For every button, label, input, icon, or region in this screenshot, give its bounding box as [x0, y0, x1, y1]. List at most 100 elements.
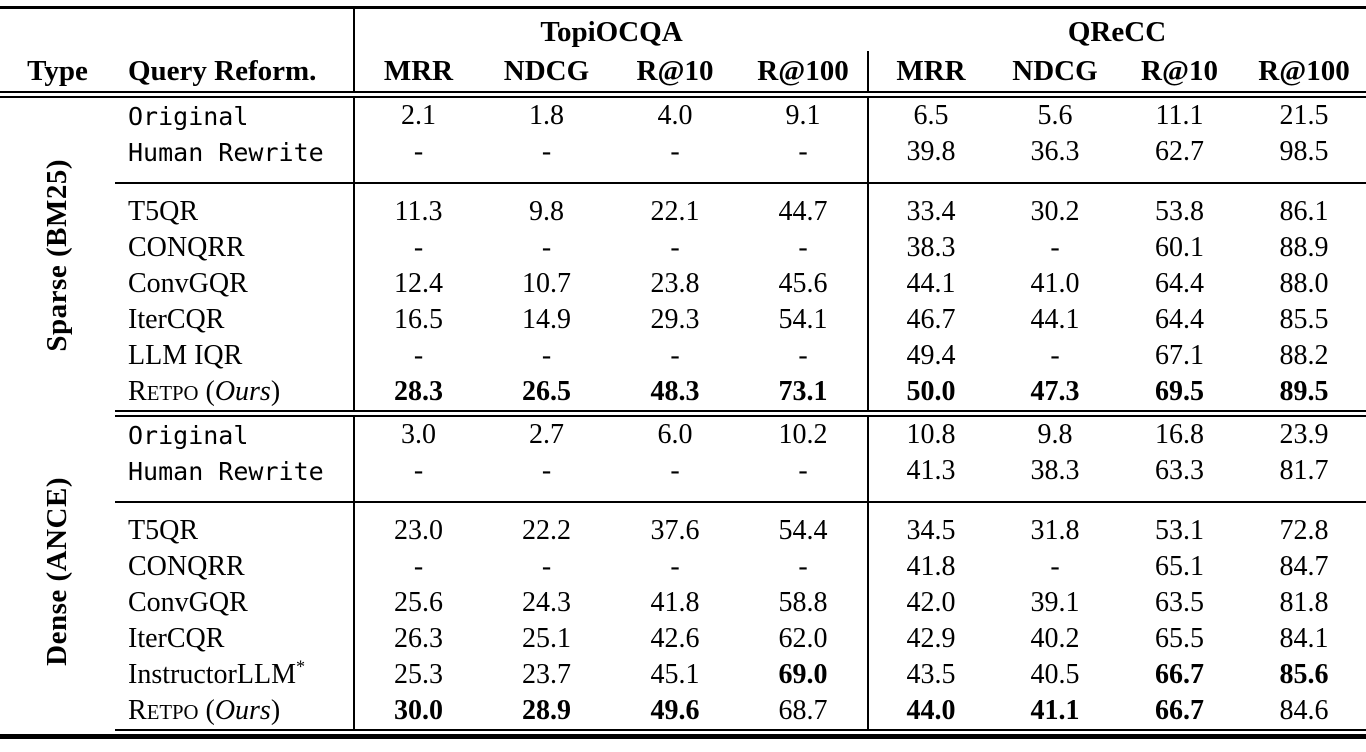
metric-value-cell: 48.3 — [611, 374, 739, 417]
table-row: Sparse (BM25) Original 2.1 1.8 4.0 9.1 6.5 5.6 1… — [0, 94, 1366, 352]
metric-value-cell: 41.1 — [993, 693, 1117, 731]
metric-value-cell: - — [1050, 340, 1060, 371]
table-row: IterCQR 26.3 25.1 42.6 62.0 42.9 40.2 65.5 84.1 — [0, 621, 1366, 657]
metric-value-cell: 68.7 — [739, 693, 869, 731]
metric-value-cell: 60.1 — [1155, 232, 1204, 263]
metric-value-cell: 66.7 — [1117, 693, 1242, 731]
metric-value-cell: - — [1050, 232, 1060, 263]
metric-value-cell: 3.0 — [401, 419, 436, 450]
metric-value-cell: 10.8 — [906, 419, 956, 450]
metric-value-cell: 36.3 — [993, 134, 1117, 184]
table-row: IterCQR 16.5 14.9 29.3 54.1 46.7 44.1 64.4 85.5 — [0, 302, 1366, 338]
metric-value-cell: 25.3 — [394, 659, 443, 690]
results-table-body: Sparse (BM25) Original 2.1 1.8 4.0 9.1 6.5 5.6 1… — [0, 94, 1366, 731]
metric-value-cell: 88.2 — [1279, 340, 1329, 371]
metric-value-cell: 53.8 — [1155, 196, 1204, 227]
metric-value-cell: 42.9 — [906, 623, 956, 654]
section-type-label: Dense (ANCE) — [41, 477, 73, 667]
metric-value-cell: - — [611, 134, 739, 184]
col-header-qrecc-mrr: MRR — [868, 51, 993, 98]
table-row: RETPO (Ours) 28.3 26.5 48.3 73.1 50.0 47.3 69.5… — [0, 374, 1366, 417]
metric-value-cell: 67.1 — [1155, 340, 1204, 371]
metric-value-cell: 44.1 — [906, 268, 956, 299]
metric-value-cell: 41.8 — [650, 587, 700, 618]
method-name: Human Rewrite — [115, 453, 355, 503]
metric-value-cell: 26.5 — [482, 374, 611, 417]
metric-value-cell: 46.7 — [906, 304, 956, 335]
metric-value-cell: - — [739, 230, 869, 266]
metric-value-cell: 6.5 — [913, 100, 949, 131]
metric-value-cell: 23.8 — [650, 268, 700, 299]
method-name: Human Rewrite — [115, 134, 355, 184]
metric-value-cell: 40.5 — [1030, 659, 1080, 690]
metric-value-cell: 10.2 — [739, 413, 869, 453]
col-header-qrecc-r100: R@100 — [1242, 51, 1366, 98]
metric-value-cell: 30.2 — [1030, 196, 1080, 227]
table-bottom-rule — [0, 734, 1366, 739]
table-row: RETPO (Ours) 30.0 28.9 49.6 68.7 44.0 41.1 66.7… — [0, 693, 1366, 731]
col-header-query-reform: Query Reform. — [115, 51, 355, 98]
metric-value-cell: - — [670, 340, 680, 371]
metric-value-cell: 25.6 — [394, 587, 443, 618]
metric-value-cell: 11.1 — [1155, 100, 1204, 131]
metric-value-cell: 30.0 — [354, 693, 482, 731]
table-row: ConvGQR 12.4 10.7 23.8 45.6 44.1 41.0 64.4 88.0 — [0, 266, 1366, 302]
metric-value-cell: - — [1050, 551, 1060, 582]
metric-value-cell: - — [611, 453, 739, 503]
method-name: RETPO (Ours) — [115, 374, 355, 417]
table-row: ConvGQR 25.6 24.3 41.8 58.8 42.0 39.1 63.5 81.8 — [0, 585, 1366, 621]
metric-value-cell: 4.0 — [657, 100, 693, 131]
metric-value-cell: 9.8 — [1037, 419, 1073, 450]
metric-value-cell: 44.1 — [1030, 304, 1080, 335]
metric-value-cell: - — [739, 453, 869, 503]
metric-value-cell: 38.3 — [906, 232, 956, 263]
metric-value-cell: 63.5 — [1155, 587, 1204, 618]
metric-value-cell: - — [354, 134, 482, 184]
metric-value-cell: 28.9 — [482, 693, 611, 731]
metric-value-cell: 62.0 — [739, 621, 869, 657]
metric-value-cell: 22.1 — [650, 196, 700, 227]
metric-value-cell: - — [482, 453, 611, 503]
col-header-qrecc-ndcg: NDCG — [993, 51, 1117, 98]
method-name: LLM IQR — [115, 338, 355, 374]
metric-value-cell: 9.1 — [739, 94, 869, 134]
col-header-topiocqa-r10: R@10 — [611, 51, 739, 98]
metric-value-cell: - — [739, 338, 869, 374]
col-header-topiocqa-r100: R@100 — [739, 51, 869, 98]
metric-value-cell: 40.2 — [1030, 623, 1080, 654]
metric-value-cell: 12.4 — [394, 268, 443, 299]
metric-value-cell: 88.0 — [1279, 268, 1329, 299]
table-row: T5QR 23.0 22.2 37.6 54.4 34.5 31.8 53.1 72.8 — [0, 502, 1366, 549]
method-name: T5QR — [115, 183, 355, 230]
metric-value-cell: 86.1 — [1279, 196, 1329, 227]
header-spacer — [0, 9, 355, 51]
metric-value-cell: 42.6 — [650, 623, 700, 654]
metric-value-cell: 6.0 — [657, 419, 693, 450]
metric-value-cell: 23.7 — [522, 659, 571, 690]
metric-value-cell: 65.5 — [1155, 623, 1204, 654]
method-name: InstructorLLM* — [115, 657, 355, 693]
method-name: CONQRR — [115, 549, 355, 585]
metric-value-cell: 66.7 — [1155, 659, 1204, 690]
dataset-header-row: TopiOCQA QReCC — [0, 9, 1366, 51]
metric-value-cell: 85.5 — [1279, 304, 1329, 335]
metric-value-cell: 88.9 — [1279, 232, 1329, 263]
col-header-topiocqa-ndcg: NDCG — [482, 51, 611, 98]
metric-value-cell: 43.5 — [906, 659, 956, 690]
metric-value-cell: 9.8 — [529, 196, 564, 227]
metric-value-cell: 42.0 — [906, 587, 956, 618]
metric-value-cell: - — [541, 232, 552, 263]
metric-value-cell: - — [413, 232, 424, 263]
metric-value-cell: 44.0 — [868, 693, 993, 731]
metric-value-cell: 69.5 — [1117, 374, 1242, 417]
metric-value-cell: 44.7 — [739, 183, 869, 230]
col-header-qrecc-r10: R@10 — [1117, 51, 1242, 98]
metric-value-cell: 49.6 — [611, 693, 739, 731]
metric-value-cell: 25.1 — [522, 623, 571, 654]
metric-value-cell: 58.8 — [739, 585, 869, 621]
table-row: LLM IQR - - - - 49.4 - 67.1 88.2 — [0, 338, 1366, 374]
table-row: CONQRR - - - - 38.3 - 60.1 88.9 — [0, 230, 1366, 266]
metric-value-cell: 16.8 — [1155, 419, 1204, 450]
metric-value-cell: - — [541, 551, 552, 582]
